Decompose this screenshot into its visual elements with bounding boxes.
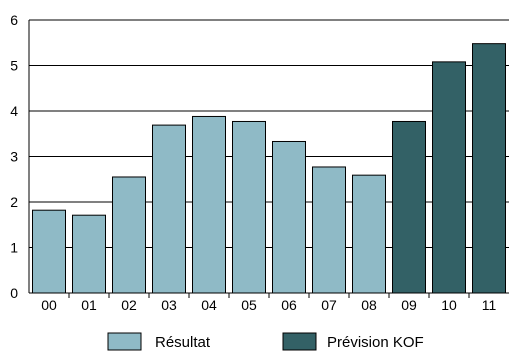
x-tick-label: 07 [321,297,337,313]
legend-label-1: Résultat [155,334,211,351]
y-tick-label: 4 [10,103,18,119]
y-tick-label: 2 [10,194,18,210]
x-tick-label: 04 [201,297,217,313]
legend-swatch-2 [282,332,317,351]
x-tick-label: 09 [401,297,417,313]
legend: Résultat Prévision KOF [107,332,424,351]
x-tick-label: 01 [81,297,97,313]
bars [32,43,506,294]
y-tick-label: 6 [10,12,18,28]
x-tick-label: 11 [482,297,497,313]
bar-03 [152,124,186,294]
x-tick-label: 06 [281,297,297,313]
x-tick-label: 05 [241,297,257,313]
bar-01 [72,214,106,294]
bar-10 [432,61,466,294]
axes [28,20,509,298]
bar-08 [352,174,386,294]
x-tick-label: 00 [41,297,57,313]
y-tick-label: 0 [10,285,18,301]
bar-00 [32,209,66,294]
legend-swatch-1 [107,332,142,351]
x-tick-label: 03 [161,297,177,313]
y-tick-label: 5 [10,58,18,74]
y-tick-label: 1 [10,240,18,256]
bar-09 [392,120,426,294]
bar-02 [112,176,146,294]
bar-06 [272,140,306,294]
y-tick-label: 3 [10,149,18,165]
bar-07 [312,166,346,294]
y-tick-labels: 0 1 2 3 4 5 6 [10,12,18,301]
x-tick-labels: 00 01 02 03 04 05 06 07 08 09 10 11 [41,297,496,313]
legend-label-2: Prévision KOF [327,334,424,351]
x-tick-label: 08 [361,297,377,313]
x-tick-label: 10 [441,297,457,313]
x-tick-label: 02 [121,297,137,313]
bar-05 [232,120,266,294]
bar-04 [192,115,226,294]
bar-11 [472,43,506,294]
gridlines [29,19,509,248]
